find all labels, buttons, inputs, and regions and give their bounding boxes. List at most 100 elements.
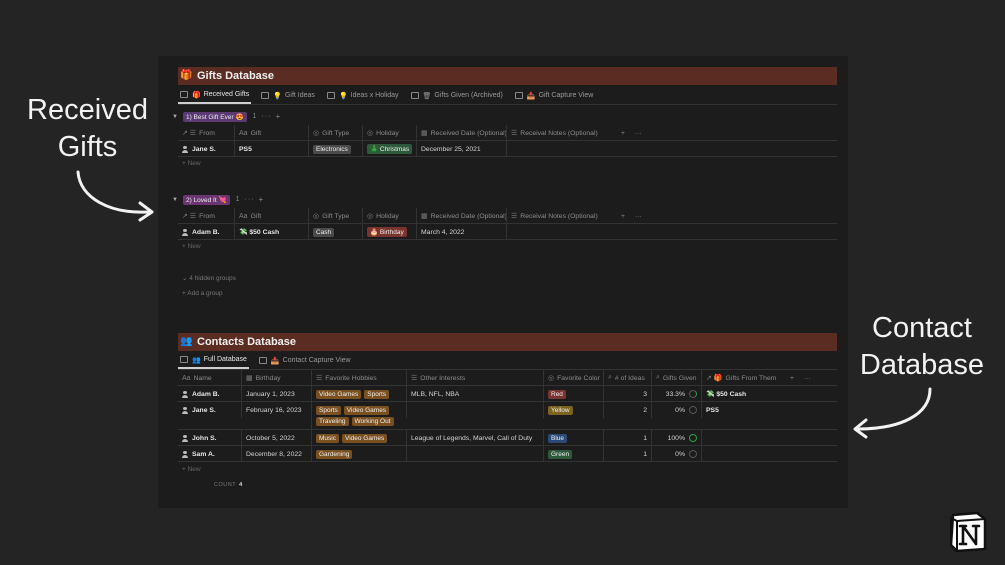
column-header[interactable]: ◎ Holiday [362,125,416,141]
ideas-count-cell[interactable]: 1 [603,446,651,462]
birthday-cell[interactable]: December 8, 2022 [241,446,311,462]
gifts-from-them-cell[interactable] [701,430,785,446]
gift-type-cell[interactable]: Cash [308,224,362,240]
tab-contact-capture-view[interactable]: 📥 Contact Capture View [257,352,353,369]
tab-ideas-x-holiday[interactable]: 💡 Ideas x Holiday [325,87,401,104]
received-date-cell[interactable]: March 4, 2022 [416,224,506,240]
hobbies-cell[interactable]: Gardening [311,446,406,462]
favorite-color-cell[interactable]: Blue [543,430,603,446]
contact-row[interactable]: John S. October 5, 2022 Music Video Games Le… [178,430,837,446]
column-header[interactable]: ↗ 🎁 Gifts From Them [701,370,785,386]
interests-cell[interactable] [406,446,543,462]
receival-notes-cell[interactable] [506,141,616,157]
column-header[interactable]: ⌕ # of Ideas [603,370,651,386]
tab-gift-ideas[interactable]: 💡 Gift Ideas [259,87,317,104]
hobbies-cell[interactable]: Music Video Games [311,430,406,446]
column-header[interactable]: ▦ Received Date (Optional) [416,125,507,141]
tab-received-gifts[interactable]: 🎁 Received Gifts [178,87,252,104]
column-header[interactable]: ▦ Received Date (Optional) [416,208,507,224]
more-options-icon[interactable]: ··· [261,113,272,120]
tab-gifts-given-archived-[interactable]: 🗑 Gifts Given (Archived) [409,87,505,104]
column-header[interactable]: ☰ Receival Notes (Optional) [506,125,616,141]
interests-cell[interactable]: MLB, NFL, NBA [406,386,543,402]
column-header[interactable]: ↗ ☰ From [178,125,234,141]
column-header[interactable]: ◎ Gift Type [308,208,362,224]
birthday-cell[interactable]: February 16, 2023 [241,402,311,418]
add-property-icon[interactable]: + [621,129,625,137]
group-header[interactable]: ▼ 2) Loved It 💘 1 ··· + [172,194,263,205]
from-cell[interactable]: Jane S. [182,141,234,157]
tab-gift-capture-view[interactable]: 📥 Gift Capture View [513,87,595,104]
collapse-triangle-icon[interactable]: ▼ [172,113,178,120]
name-cell[interactable]: John S. [182,430,241,446]
add-property-icon[interactable]: + [621,212,625,220]
gifts-database-title[interactable]: Gifts Database [197,70,275,82]
more-options-icon[interactable]: ··· [244,196,255,203]
gift-cell[interactable]: PS5 [234,141,308,157]
hobbies-cell[interactable]: Video Games Sports [311,386,406,402]
contact-row[interactable]: Sam A. December 8, 2022 Gardening Green 1 0% [178,446,837,462]
gifts-given-cell[interactable]: 33.3% [651,386,701,402]
birthday-cell[interactable]: January 1, 2023 [241,386,311,402]
more-options-icon[interactable]: ··· [804,374,811,382]
gifts-from-them-cell[interactable]: 💸 $50 Cash [701,386,785,402]
gift-link[interactable]: PS5 [706,406,719,414]
ideas-count-cell[interactable]: 2 [603,402,651,418]
column-header[interactable]: ⌕ Gifts Given [651,370,701,386]
column-header[interactable]: Aa Gift [234,208,308,224]
hobbies-cell[interactable]: Sports Video Games Traveling Working Out [311,402,406,430]
add-item-icon[interactable]: + [258,195,264,204]
tab-full-database[interactable]: 👥 Full Database [178,352,249,369]
receival-notes-cell[interactable] [506,224,616,240]
column-header[interactable]: ☰ Receival Notes (Optional) [506,208,616,224]
holiday-cell[interactable]: 🎄 Christmas [362,141,416,157]
column-header[interactable]: ☰ Favorite Hobbies [311,370,406,386]
column-header[interactable]: ☰ Other Interests [406,370,543,386]
birthday-cell[interactable]: October 5, 2022 [241,430,311,446]
gifts-from-them-cell[interactable] [701,446,785,462]
add-group-button[interactable]: + Add a group [182,290,223,297]
from-cell[interactable]: Adam B. [182,224,234,240]
name-cell[interactable]: Jane S. [182,402,241,418]
column-header[interactable]: ↗ ☰ From [178,208,234,224]
gifts-given-cell[interactable]: 100% [651,430,701,446]
interests-cell[interactable]: League of Legends, Marvel, Call of Duty [406,430,543,446]
column-header[interactable]: ◎ Gift Type [308,125,362,141]
favorite-color-cell[interactable]: Green [543,446,603,462]
column-header[interactable]: ▦ Birthday [241,370,311,386]
add-property-icon[interactable]: + [790,374,794,382]
gifts-given-cell[interactable]: 0% [651,402,701,418]
received-date-cell[interactable]: December 25, 2021 [416,141,506,157]
new-row-button[interactable]: + New [182,243,201,250]
gift-type-cell[interactable]: Electronics [308,141,362,157]
ideas-count-cell[interactable]: 3 [603,386,651,402]
gift-link[interactable]: 💸 $50 Cash [706,391,747,398]
collapse-triangle-icon[interactable]: ▼ [172,196,178,203]
contact-row[interactable]: Jane S. February 16, 2023 Sports Video Game… [178,402,837,430]
favorite-color-cell[interactable]: Red [543,386,603,402]
favorite-color-cell[interactable]: Yellow [543,402,603,418]
contact-row[interactable]: Adam B. January 1, 2023 Video Games Sports M… [178,386,837,402]
contacts-database-title[interactable]: Contacts Database [197,336,297,348]
more-options-icon[interactable]: ··· [635,212,642,220]
table-row[interactable]: Adam B. 💸 $50 Cash Cash 🎂 Birthday March 4, … [178,224,837,240]
ideas-count-cell[interactable]: 1 [603,430,651,446]
more-options-icon[interactable]: ··· [635,129,642,137]
column-header[interactable]: Aa Gift [234,125,308,141]
gifts-from-them-cell[interactable]: PS5 [701,402,785,418]
column-header[interactable]: ◎ Favorite Color [543,370,603,386]
name-cell[interactable]: Sam A. [182,446,241,462]
group-header[interactable]: ▼ 1) Best Gift Ever 😍 1 ··· + [172,111,280,122]
holiday-cell[interactable]: 🎂 Birthday [362,224,416,240]
interests-cell[interactable] [406,402,543,418]
gifts-given-cell[interactable]: 0% [651,446,701,462]
column-header[interactable]: ◎ Holiday [362,208,416,224]
column-header[interactable]: Aa Name [178,370,241,386]
add-item-icon[interactable]: + [275,112,281,121]
gift-cell[interactable]: 💸 $50 Cash [234,224,308,240]
table-row[interactable]: Jane S. PS5 Electronics 🎄 Christmas December… [178,141,837,157]
name-cell[interactable]: Adam B. [182,386,241,402]
new-row-button[interactable]: + New [182,160,201,167]
new-row-button[interactable]: + New [182,466,201,473]
hidden-groups-toggle[interactable]: ⌄ 4 hidden groups [182,275,236,282]
